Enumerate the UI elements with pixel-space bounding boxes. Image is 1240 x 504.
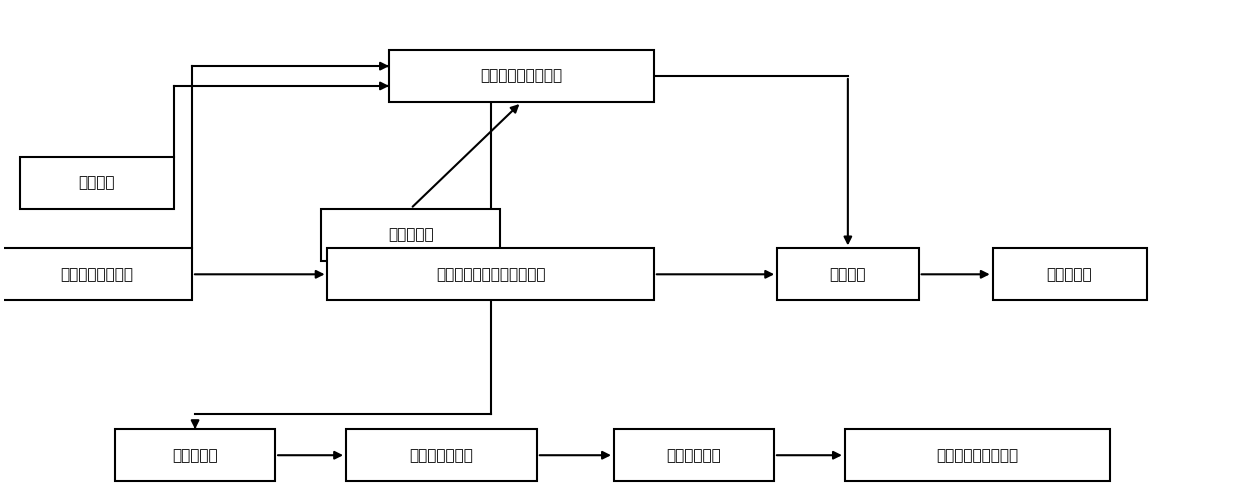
FancyBboxPatch shape <box>346 429 537 481</box>
Text: 神经元网络学习模块: 神经元网络学习模块 <box>480 69 563 84</box>
Text: 肺实质分割: 肺实质分割 <box>172 448 218 463</box>
FancyBboxPatch shape <box>992 248 1147 300</box>
FancyBboxPatch shape <box>321 209 500 261</box>
Text: 诊断数据: 诊断数据 <box>78 175 115 190</box>
Text: 分类判别得到肺结节: 分类判别得到肺结节 <box>936 448 1018 463</box>
FancyBboxPatch shape <box>115 429 275 481</box>
Text: 计算机终端: 计算机终端 <box>1047 267 1092 282</box>
FancyBboxPatch shape <box>327 248 653 300</box>
Text: 提取感兴趣区域: 提取感兴趣区域 <box>409 448 474 463</box>
Text: 输出模块: 输出模块 <box>830 267 866 282</box>
Text: 深度卷积神经网络学习模块: 深度卷积神经网络学习模块 <box>436 267 546 282</box>
Text: 原始影像荦取模块: 原始影像荦取模块 <box>60 267 133 282</box>
FancyBboxPatch shape <box>20 157 174 209</box>
FancyBboxPatch shape <box>777 248 919 300</box>
FancyBboxPatch shape <box>614 429 774 481</box>
FancyBboxPatch shape <box>844 429 1110 481</box>
FancyBboxPatch shape <box>389 50 653 102</box>
Text: 特征样本库: 特征样本库 <box>388 227 434 242</box>
FancyBboxPatch shape <box>1 248 192 300</box>
Text: 特征参数提取: 特征参数提取 <box>667 448 722 463</box>
